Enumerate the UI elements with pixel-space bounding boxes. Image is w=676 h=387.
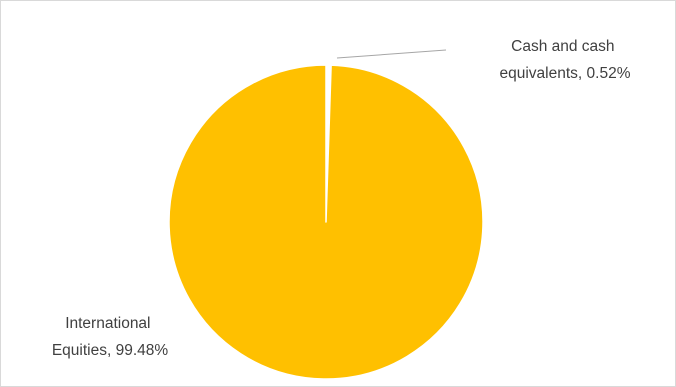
slice-label-cash: Cash and cash equivalents, 0.52% [500, 38, 631, 82]
slice-label-equities: International Equities, 99.48% [52, 315, 169, 359]
slice-label-cash-line1: Cash and cash [511, 38, 614, 55]
slice-label-cash-line2: equivalents, 0.52% [500, 65, 631, 82]
leader-line-cash [336, 49, 447, 59]
slice-label-equities-line2: Equities, 99.48% [52, 342, 169, 359]
pie-slices [168, 64, 484, 380]
slice-labels: Cash and cash equivalents, 0.52% Interna… [52, 38, 631, 359]
pie-slice-international-equities [168, 64, 484, 380]
slice-label-equities-line1: International [65, 315, 150, 332]
